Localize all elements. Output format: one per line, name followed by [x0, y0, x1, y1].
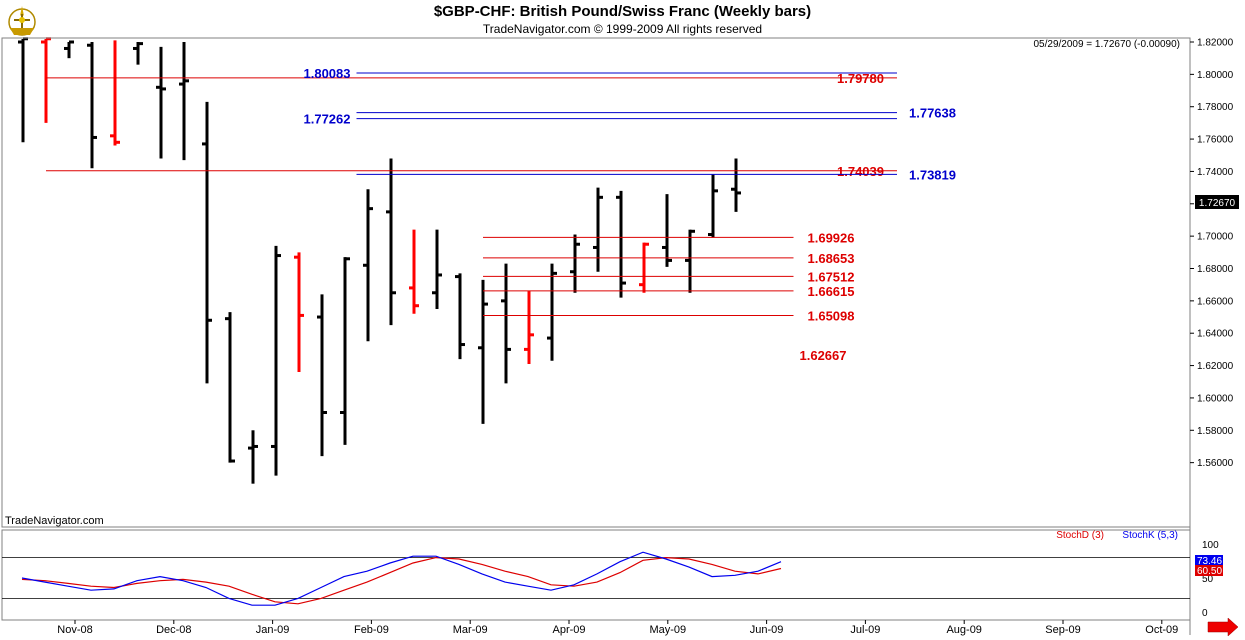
- ohlc-bar: [248, 430, 258, 484]
- tradenavigator-logo-icon: [8, 6, 36, 36]
- x-tick-label: Nov-08: [57, 624, 92, 636]
- level-label: 1.68653: [808, 251, 855, 266]
- watermark: TradeNavigator.com: [5, 515, 104, 527]
- ohlc-bar: [455, 273, 465, 360]
- stoch-y-tick-label: 0: [1202, 608, 1208, 619]
- level-label: 1.62667: [800, 348, 847, 363]
- y-tick-label: 1.68000: [1197, 264, 1234, 275]
- ohlc-bar: [64, 40, 74, 59]
- ohlc-bar: [616, 190, 626, 298]
- x-tick-label: Jun-09: [750, 624, 784, 636]
- ohlc-bar: [271, 245, 281, 476]
- x-tick-label: Mar-09: [453, 624, 488, 636]
- x-tick-label: Feb-09: [354, 624, 389, 636]
- time-axis: Nov-08 Dec-08 Jan-09 Feb-09 Mar-09 Apr-09 May-…: [2, 619, 1190, 636]
- ohlc-bar: [524, 291, 534, 364]
- ohlc-bar: [202, 101, 212, 384]
- level-label: 1.65098: [808, 308, 855, 323]
- level-label: 1.80083: [304, 66, 351, 81]
- stoch-y-tick-label: 100: [1202, 540, 1219, 551]
- date-readout: 05/29/2009 = 1.72670 (-0.00090): [1033, 39, 1180, 50]
- ohlc-bar: [340, 257, 350, 445]
- y-tick-label: 1.58000: [1197, 426, 1234, 437]
- y-tick-label: 1.80000: [1197, 70, 1234, 81]
- level-label: 1.67512: [808, 269, 855, 284]
- ohlc-bar: [593, 187, 603, 272]
- ohlc-bar: [87, 42, 97, 169]
- x-tick-label: May-09: [649, 624, 686, 636]
- ohlc-bar: [133, 42, 143, 65]
- scroll-right-arrow-icon[interactable]: [1207, 617, 1239, 637]
- ohlc-bar: [41, 37, 51, 123]
- y-tick-label: 1.76000: [1197, 135, 1234, 146]
- ohlc-bar: [110, 40, 120, 146]
- last-price-label: 1.72670: [1199, 198, 1236, 209]
- ohlc-bar: [570, 234, 580, 293]
- last-price-box: [1195, 195, 1239, 209]
- price-axis: 1.820001.800001.780001.760001.740001.720…: [1, 37, 1234, 635]
- level-label: 1.77638: [909, 106, 956, 121]
- level-label: 1.74039: [837, 164, 884, 179]
- ohlc-bar: [386, 158, 396, 326]
- stoch-series-line: [21, 556, 782, 605]
- ohlc-bar: [639, 242, 649, 293]
- ohlc-bar: [409, 229, 419, 314]
- stochastic-panel: 100 50 0: [1, 529, 1219, 621]
- x-tick-label: Aug-09: [946, 624, 981, 636]
- ohlc-bar: [156, 46, 166, 159]
- level-label: 1.77262: [304, 112, 351, 127]
- price-bars: [18, 37, 741, 484]
- y-tick-label: 1.62000: [1197, 361, 1234, 372]
- fib-levels: 1.79780 1.80083 1.77638 1.77262 1.74039 1.738…: [46, 66, 956, 363]
- stochk-value: 73.46: [1197, 556, 1222, 567]
- chart-title: $GBP-CHF: British Pound/Swiss Franc (Wee…: [433, 3, 812, 20]
- y-tick-label: 1.82000: [1197, 38, 1234, 49]
- stochd-value: 60.50: [1197, 566, 1222, 577]
- ohlc-bar: [731, 158, 741, 212]
- ohlc-bar: [18, 37, 28, 143]
- y-tick-label: 1.74000: [1197, 167, 1234, 178]
- legend-stochk: StochK (5,3): [1122, 530, 1178, 541]
- ohlc-bar: [294, 252, 304, 373]
- level-label: 1.73819: [909, 167, 956, 182]
- level-label: 1.69926: [808, 230, 855, 245]
- y-tick-label: 1.60000: [1197, 393, 1234, 404]
- x-tick-label: Oct-09: [1145, 624, 1178, 636]
- legend-stochd: StochD (3): [1056, 530, 1104, 541]
- ohlc-bar: [478, 279, 488, 424]
- ohlc-bar: [685, 229, 695, 293]
- stochk-value-box: [1195, 555, 1223, 566]
- level-label: 1.79780: [837, 71, 884, 86]
- y-tick-label: 1.66000: [1197, 296, 1234, 307]
- ohlc-bar: [363, 189, 373, 342]
- stoch-y-tick-label: 50: [1202, 574, 1214, 585]
- ohlc-bar: [432, 229, 442, 309]
- chart-subtitle: TradeNavigator.com © 1999-2009 All right…: [482, 22, 763, 36]
- ohlc-bar: [225, 312, 235, 463]
- y-tick-label: 1.64000: [1197, 329, 1234, 340]
- y-tick-label: 1.78000: [1197, 102, 1234, 113]
- x-tick-label: Jan-09: [256, 624, 290, 636]
- ohlc-bar: [179, 42, 189, 161]
- level-label: 1.66615: [808, 284, 855, 299]
- x-tick-label: Sep-09: [1045, 624, 1080, 636]
- x-tick-label: Jul-09: [850, 624, 880, 636]
- ohlc-bar: [501, 263, 511, 384]
- price-panel-frame: [1, 37, 1191, 528]
- ohlc-bar: [547, 263, 557, 361]
- ohlc-bar: [662, 194, 672, 267]
- x-tick-label: Dec-08: [156, 624, 191, 636]
- stochd-value-box: [1195, 565, 1223, 576]
- y-tick-label: 1.70000: [1197, 232, 1234, 243]
- stoch-series-line: [21, 551, 782, 606]
- ohlc-bar: [708, 174, 718, 238]
- x-tick-label: Apr-09: [552, 624, 585, 636]
- y-tick-label: 1.56000: [1197, 458, 1234, 469]
- ohlc-bar: [317, 294, 327, 457]
